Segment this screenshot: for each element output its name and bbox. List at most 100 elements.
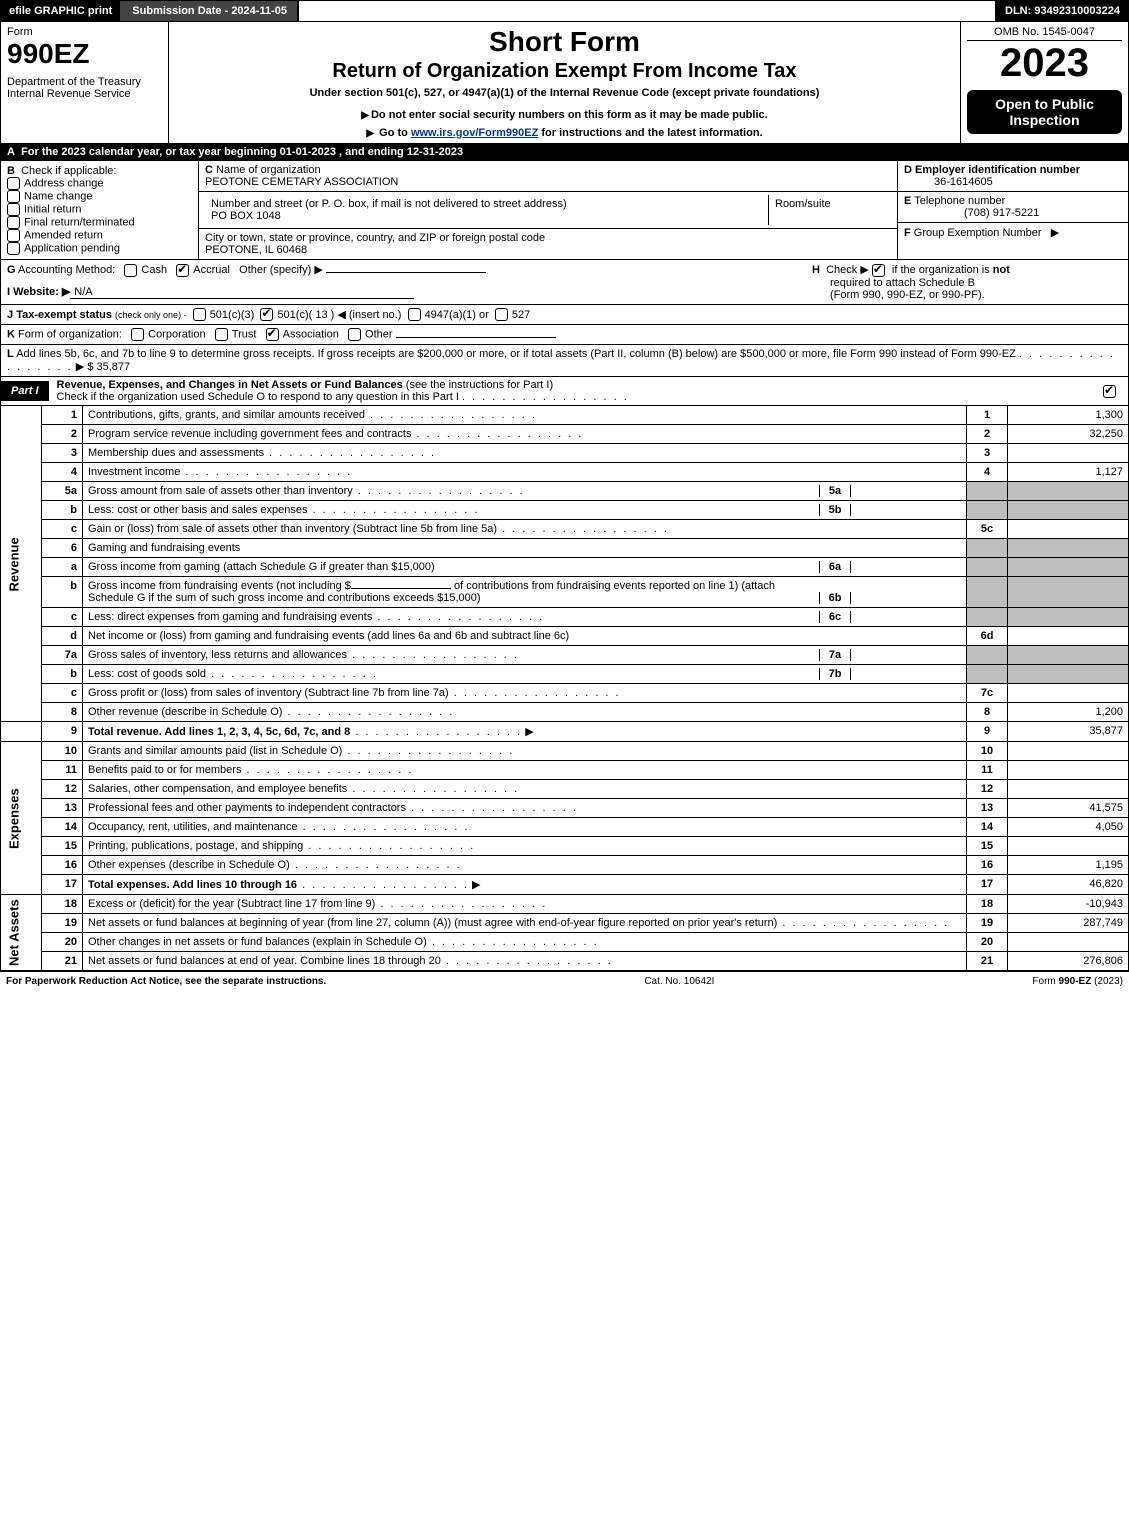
row-5b-miniamt (851, 504, 961, 516)
row-16-ln: 16 (967, 856, 1008, 875)
row-7a-ln-shade (967, 646, 1008, 665)
row-6c-miniln: 6c (819, 611, 851, 623)
row-18-desc: Excess or (deficit) for the year (Subtra… (88, 898, 375, 910)
row-7b-amt-shade (1008, 665, 1129, 684)
row-16-amt: 1,195 (1008, 856, 1129, 875)
ck-501c3[interactable] (193, 308, 206, 321)
gross-receipts-amount: $ 35,877 (87, 361, 130, 373)
h-text4: (Form 990, 990-EZ, or 990-PF). (812, 289, 985, 301)
ck-527[interactable] (495, 308, 508, 321)
revenue-section-label: Revenue (1, 406, 42, 722)
ck-schedule-o-used[interactable] (1103, 385, 1116, 398)
c-label: Name of organization (216, 164, 321, 176)
opt-address-change: Address change (24, 177, 104, 189)
row-6b-desc1: Gross income from fundraising events (no… (88, 580, 351, 592)
row-19-ln: 19 (967, 914, 1008, 933)
ck-cash[interactable] (124, 264, 137, 277)
row-6b-amt-shade (1008, 577, 1129, 608)
row-9-ln: 9 (967, 722, 1008, 742)
accounting-method-label: Accounting Method: (18, 264, 115, 276)
ck-amended-return[interactable] (7, 229, 20, 242)
row-21-ln: 21 (967, 952, 1008, 971)
row-6c-amt-shade (1008, 608, 1129, 627)
h-text3: required to attach Schedule B (812, 277, 975, 289)
opt-other-org: Other (365, 329, 393, 341)
form-number: 990EZ (7, 38, 162, 70)
efile-label[interactable]: efile GRAPHIC print (1, 1, 122, 21)
opt-trust: Trust (232, 329, 257, 341)
row-18-ln: 18 (967, 895, 1008, 914)
part-i-title: Revenue, Expenses, and Changes in Net As… (57, 379, 403, 391)
row-12-desc: Salaries, other compensation, and employ… (88, 783, 347, 795)
title-return: Return of Organization Exempt From Incom… (175, 60, 954, 83)
row-17-desc: Total expenses. Add lines 10 through 16 (88, 879, 297, 891)
room-label: Room/suite (775, 198, 831, 210)
ck-trust[interactable] (215, 328, 228, 341)
opt-amended-return: Amended return (24, 229, 103, 241)
row-10-desc: Grants and similar amounts paid (list in… (88, 745, 342, 757)
row-5a-ln-shade (967, 482, 1008, 501)
ein-label: Employer identification number (915, 164, 1080, 176)
row-12-ln: 12 (967, 780, 1008, 799)
row-7b-desc: Less: cost of goods sold (88, 668, 206, 680)
row-20-ln: 20 (967, 933, 1008, 952)
phone-label: Telephone number (914, 195, 1005, 207)
row-10-ln: 10 (967, 742, 1008, 761)
section-d-e-f: D Employer identification number 36-1614… (898, 161, 1128, 259)
submission-date: Submission Date - 2024-11-05 (122, 1, 299, 21)
h-text1: Check ▶ (826, 264, 872, 276)
paperwork-notice: For Paperwork Reduction Act Notice, see … (6, 976, 326, 987)
row-7c-ln: 7c (967, 684, 1008, 703)
city-label: City or town, state or province, country… (205, 232, 545, 244)
row-5c-amt (1008, 520, 1129, 539)
ck-initial-return[interactable] (7, 203, 20, 216)
ein-value: 36-1614605 (904, 176, 993, 188)
part-i-tab: Part I (1, 381, 49, 401)
ck-accrual[interactable] (176, 264, 189, 277)
street-label: Number and street (or P. O. box, if mail… (211, 198, 567, 210)
row-11-ln: 11 (967, 761, 1008, 780)
row-17-ln: 17 (967, 875, 1008, 895)
identity-grid: B Check if applicable: Address change Na… (0, 161, 1129, 260)
row-5b-amt-shade (1008, 501, 1129, 520)
part-i-title-paren: (see the instructions for Part I) (406, 379, 553, 391)
section-l: L Add lines 5b, 6c, and 7b to line 9 to … (0, 345, 1129, 377)
ck-corporation[interactable] (131, 328, 144, 341)
row-6b-miniln: 6b (819, 592, 851, 604)
row-13-amt: 41,575 (1008, 799, 1129, 818)
opt-association: Association (283, 329, 339, 341)
opt-other-specify: Other (specify) (239, 264, 311, 276)
ck-name-change[interactable] (7, 190, 20, 203)
ck-other-org[interactable] (348, 328, 361, 341)
ck-schedule-b-not-required[interactable] (872, 264, 885, 277)
opt-cash: Cash (141, 264, 167, 276)
footer-form-no: 990-EZ (1059, 976, 1092, 987)
ck-association[interactable] (266, 328, 279, 341)
row-20-num: 20 (42, 933, 83, 952)
row-14-amt: 4,050 (1008, 818, 1129, 837)
ck-address-change[interactable] (7, 177, 20, 190)
row-21-num: 21 (42, 952, 83, 971)
section-c: C Name of organization PEOTONE CEMETARY … (199, 161, 898, 259)
row-6c-ln-shade (967, 608, 1008, 627)
page-footer: For Paperwork Reduction Act Notice, see … (0, 971, 1129, 991)
ck-application-pending[interactable] (7, 242, 20, 255)
row-13-desc: Professional fees and other payments to … (88, 802, 406, 814)
row-6-desc: Gaming and fundraising events (88, 542, 240, 554)
ck-501c[interactable] (260, 308, 273, 321)
part-i-check-text: Check if the organization used Schedule … (57, 391, 459, 403)
row-1-desc: Contributions, gifts, grants, and simila… (88, 409, 365, 421)
row-5c-desc: Gain or (loss) from sale of assets other… (88, 523, 497, 535)
row-21-desc: Net assets or fund balances at end of ye… (88, 955, 441, 967)
row-6-ln-shade (967, 539, 1008, 558)
row-16-num: 16 (42, 856, 83, 875)
ck-final-return[interactable] (7, 216, 20, 229)
ck-4947[interactable] (408, 308, 421, 321)
row-6a-num: a (42, 558, 83, 577)
row-2-num: 2 (42, 425, 83, 444)
ssn-warning-text: Do not enter social security numbers on … (371, 109, 768, 121)
irs-link[interactable]: www.irs.gov/Form990EZ (411, 127, 538, 139)
footer-form-pre: Form (1032, 976, 1058, 987)
row-19-amt: 287,749 (1008, 914, 1129, 933)
subtitle: Under section 501(c), 527, or 4947(a)(1)… (175, 87, 954, 99)
